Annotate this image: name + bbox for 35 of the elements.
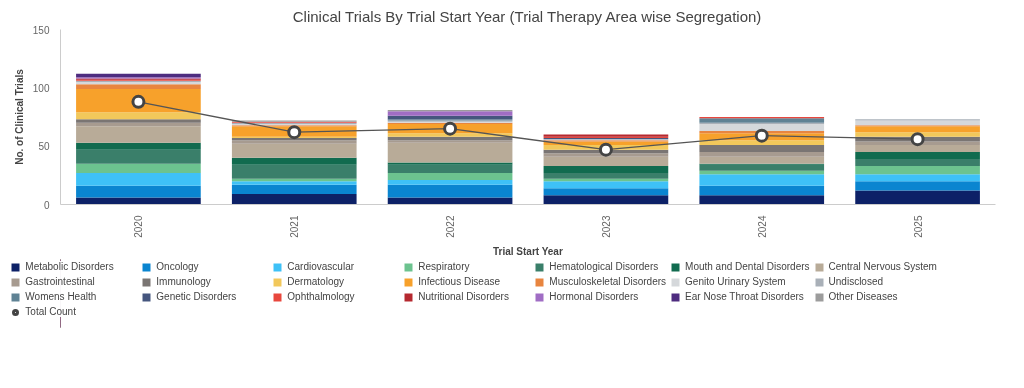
legend-label: Dermatology xyxy=(287,276,346,287)
legend-label: Total Count xyxy=(25,306,77,317)
legend-label: Metabolic Disorders xyxy=(25,261,115,272)
legend-label: Womens Health xyxy=(25,291,98,302)
x-tick-label: 2023 xyxy=(600,215,612,238)
legend-label: Genetic Disorders xyxy=(156,291,238,302)
legend-label: Mouth and Dental Disorders xyxy=(685,261,810,272)
x-axis-title: Trial Start Year xyxy=(492,245,563,257)
y-tick-label: 0 xyxy=(43,199,50,211)
legend-label: Ear Nose Throat Disorders xyxy=(685,291,804,302)
legend-label: Hormonal Disorders xyxy=(549,291,640,302)
legend-label: Musculoskeletal Disorders xyxy=(549,276,667,287)
legend-label: Nutritional Disorders xyxy=(418,291,510,302)
legend-label: Immunology xyxy=(156,276,212,287)
y-tick-label: 50 xyxy=(38,141,50,153)
legend-label: Central Nervous System xyxy=(828,261,938,272)
legend-label: Other Diseases xyxy=(828,291,899,302)
y-axis-title: No. of Clinical Trials xyxy=(13,68,25,165)
legend-label: Ophthalmology xyxy=(287,291,356,302)
x-tick-label: 2022 xyxy=(445,215,457,238)
legend-label: Oncology xyxy=(156,261,200,272)
legend-label: Infectious Disease xyxy=(418,276,502,287)
legend-label: Undisclosed xyxy=(828,276,885,287)
x-tick-label: 2024 xyxy=(756,215,768,238)
x-tick-label: 2020 xyxy=(133,215,145,238)
legend-label: Gastrointestinal xyxy=(25,276,96,287)
legend-label: Genito Urinary System xyxy=(685,276,787,287)
legend-label: Respiratory xyxy=(418,261,471,272)
x-tick-label: 2025 xyxy=(912,215,924,238)
chart-title: Clinical Trials By Trial Start Year (Trial Therapy Area wise Segregation) xyxy=(292,7,762,25)
legend-label: Cardiovascular xyxy=(287,261,356,272)
x-tick-label: 2021 xyxy=(289,215,301,238)
y-tick-label: 100 xyxy=(32,82,50,94)
legend-label: Hematological Disorders xyxy=(549,261,660,272)
y-tick-label: 150 xyxy=(32,24,50,36)
